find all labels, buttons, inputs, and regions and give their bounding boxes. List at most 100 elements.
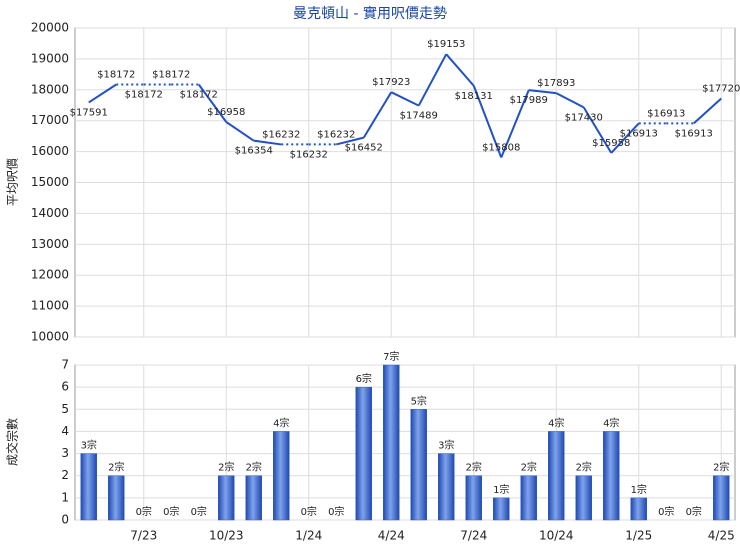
- y-tick-label: 5: [61, 402, 69, 416]
- value-label: 1宗: [493, 483, 509, 496]
- value-label: $17923: [372, 77, 410, 88]
- value-label: $16354: [235, 146, 273, 157]
- y-tick-label: 0: [61, 513, 69, 527]
- value-label: 4宗: [273, 416, 289, 429]
- value-label: 0宗: [136, 505, 152, 518]
- value-label: $17989: [510, 95, 548, 106]
- x-tick-label: 7/23: [130, 529, 157, 543]
- value-label: 4宗: [603, 416, 619, 429]
- value-label: 5宗: [411, 394, 427, 407]
- value-label: $18172: [97, 69, 135, 80]
- y-tick-label: 19000: [31, 51, 69, 65]
- y-tick-label: 11000: [31, 299, 69, 313]
- value-label: 0宗: [191, 505, 207, 518]
- line-segment: [555, 92, 585, 109]
- y-tick-label: 2: [61, 468, 69, 482]
- line-segment: [88, 83, 117, 104]
- bar: [630, 497, 647, 521]
- y-tick-label: 4: [61, 424, 69, 438]
- value-label: $16232: [262, 129, 300, 140]
- y-tick-label: 6: [61, 380, 69, 394]
- line-segment: [390, 91, 420, 107]
- value-label: 1宗: [631, 483, 647, 496]
- bar: [80, 453, 97, 521]
- x-tick-label: 10/23: [209, 529, 244, 543]
- value-label: 0宗: [301, 505, 317, 518]
- value-label: $16452: [345, 143, 383, 154]
- line-segment: [253, 139, 282, 146]
- value-label: 3宗: [81, 439, 97, 452]
- bar: [273, 431, 290, 521]
- value-label: 6宗: [356, 372, 372, 385]
- bar: [575, 475, 592, 521]
- value-label: 3宗: [438, 439, 454, 452]
- line-segment: [693, 97, 722, 125]
- value-label: 2宗: [713, 461, 729, 474]
- bar: [383, 364, 400, 521]
- value-label: 2宗: [466, 461, 482, 474]
- line-segment: [582, 106, 613, 154]
- value-label: $16232: [290, 149, 328, 160]
- bar: [108, 475, 125, 521]
- value-label: 2宗: [576, 461, 592, 474]
- value-label: $17893: [537, 78, 575, 89]
- line-segment: [197, 83, 228, 123]
- plot-area: [74, 364, 736, 521]
- value-label: 0宗: [658, 505, 674, 518]
- y-axis-label: 平均呎價: [6, 158, 20, 206]
- line-segment: [445, 53, 475, 87]
- value-label: $18172: [125, 89, 163, 100]
- y-axis-label: 成交宗數: [5, 418, 20, 466]
- y-tick-label: 15000: [31, 175, 69, 189]
- value-label: $19153: [427, 39, 465, 50]
- value-label: $16913: [647, 108, 685, 119]
- value-label: $17591: [70, 107, 108, 118]
- value-label: 2宗: [108, 461, 124, 474]
- value-label: 0宗: [328, 505, 344, 518]
- value-label: 7宗: [383, 350, 399, 363]
- y-tick-label: 7: [61, 358, 69, 372]
- x-tick-label: 10/24: [539, 529, 574, 543]
- value-label: $17489: [400, 111, 438, 122]
- y-tick-label: 3: [61, 446, 69, 460]
- y-tick-label: 20000: [31, 21, 69, 35]
- x-tick-label: 1/24: [295, 529, 322, 543]
- bar: [603, 431, 620, 521]
- value-label: 0宗: [686, 505, 702, 518]
- bar: [438, 453, 455, 521]
- line-segment: [528, 89, 557, 95]
- y-tick-label: 18000: [31, 82, 69, 96]
- x-tick-label: 1/25: [625, 529, 652, 543]
- line-segment: [417, 53, 448, 107]
- line-segment: [336, 136, 364, 146]
- bar: [410, 409, 427, 521]
- bar: [713, 475, 730, 521]
- y-tick-label: 10000: [31, 330, 69, 344]
- y-tick-label: 16000: [31, 144, 69, 158]
- line-segment: [472, 85, 503, 158]
- bar: [218, 475, 235, 521]
- value-label: $15958: [592, 138, 630, 149]
- value-label: $18172: [180, 89, 218, 100]
- value-label: $16958: [207, 107, 245, 118]
- x-tick-label: 7/24: [460, 529, 487, 543]
- y-tick-label: 14000: [31, 206, 69, 220]
- x-tick-label: 4/24: [378, 529, 405, 543]
- y-tick-label: 17000: [31, 113, 69, 127]
- value-label: 2宗: [521, 461, 537, 474]
- value-label: 0宗: [163, 505, 179, 518]
- chart-title: 曼克頓山 - 實用呎價走勢: [293, 5, 447, 22]
- line-segment: [610, 122, 640, 154]
- bar: [355, 386, 372, 521]
- line-segment: [500, 89, 530, 158]
- y-tick-label: 1: [61, 490, 69, 504]
- bar: [548, 431, 565, 521]
- value-label: $17720: [702, 83, 740, 94]
- value-label: $18172: [152, 69, 190, 80]
- value-label: 4宗: [548, 416, 564, 429]
- line-segment: [225, 121, 255, 142]
- value-label: 2宗: [246, 461, 262, 474]
- x-tick-label: 4/25: [708, 529, 735, 543]
